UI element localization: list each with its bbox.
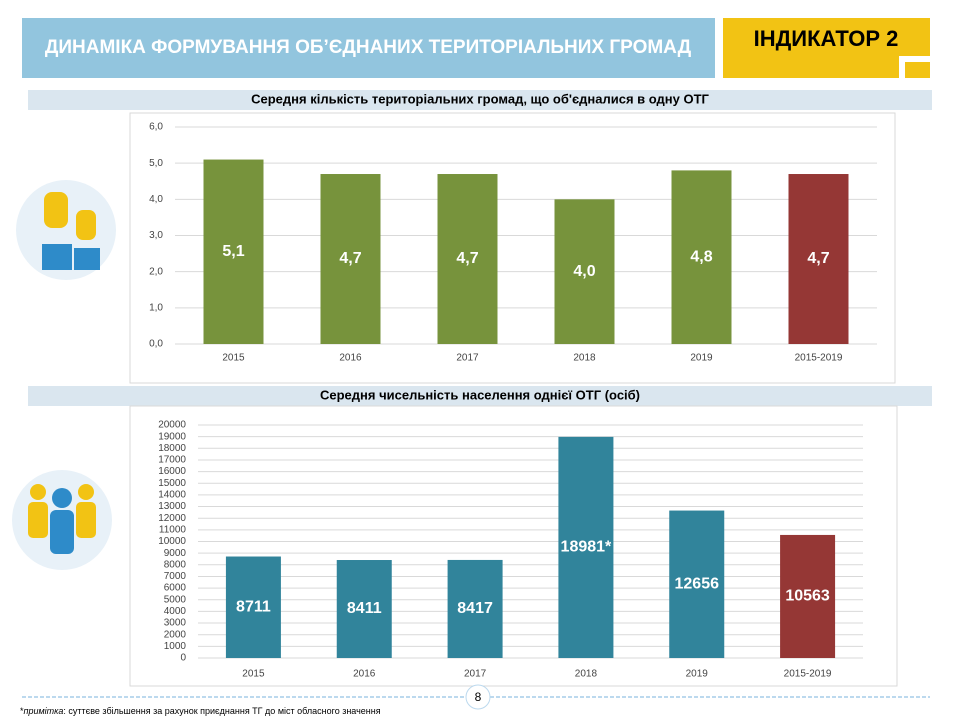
bar [788, 174, 849, 344]
data-label: 4,0 [573, 263, 595, 280]
y-tick-label: 0 [180, 653, 186, 664]
x-tick-label: 2015-2019 [795, 353, 843, 364]
x-tick-label: 2016 [339, 353, 362, 364]
indicator-box [723, 18, 930, 78]
y-tick-label: 18000 [158, 443, 186, 454]
data-label: 4,7 [456, 250, 478, 267]
bar [320, 174, 381, 344]
x-tick-label: 2018 [573, 353, 596, 364]
y-tick-label: 20000 [158, 420, 186, 431]
y-tick-label: 6000 [164, 583, 187, 594]
data-label: 10563 [785, 588, 830, 605]
data-label: 4,7 [807, 250, 829, 267]
y-tick-label: 9000 [164, 548, 187, 559]
y-tick-label: 5,0 [149, 158, 163, 169]
y-tick-label: 3,0 [149, 230, 163, 241]
x-tick-label: 2018 [575, 669, 598, 680]
x-tick-label: 2015 [222, 353, 245, 364]
data-label: 18981* [561, 539, 612, 556]
bar [671, 170, 732, 344]
bar [554, 199, 615, 344]
x-tick-label: 2015 [242, 669, 265, 680]
note-mark: * [20, 706, 24, 716]
y-tick-label: 17000 [158, 455, 186, 466]
x-tick-label: 2017 [464, 669, 487, 680]
page-number: 8 [475, 690, 482, 704]
bar [437, 174, 498, 344]
y-tick-label: 6,0 [149, 122, 163, 133]
y-tick-label: 7000 [164, 571, 187, 582]
data-label: 5,1 [222, 243, 244, 260]
y-tick-label: 19000 [158, 431, 186, 442]
x-tick-label: 2017 [456, 353, 479, 364]
y-tick-label: 2,0 [149, 266, 163, 277]
y-tick-label: 14000 [158, 490, 186, 501]
bar [780, 534, 836, 658]
y-tick-label: 5000 [164, 594, 187, 605]
bar [225, 556, 281, 658]
page-badge [465, 684, 491, 710]
note-text: : суттєве збільшення за рахунок приєднан… [63, 706, 380, 716]
note-emphasis: примітка [24, 706, 64, 716]
data-label: 4,8 [690, 248, 712, 265]
bar [203, 159, 264, 344]
header-bar [22, 18, 715, 78]
y-tick-label: 2000 [164, 629, 187, 640]
y-tick-label: 1000 [164, 641, 187, 652]
chart-title-strip [28, 386, 932, 406]
bar [669, 510, 725, 658]
y-tick-label: 13000 [158, 501, 186, 512]
y-tick-label: 12000 [158, 513, 186, 524]
bar [558, 436, 614, 658]
x-tick-label: 2016 [353, 669, 376, 680]
footnote: *примітка: суттєве збільшення за рахунок… [20, 706, 381, 716]
header-title: ДИНАМІКА ФОРМУВАННЯ ОБ’ЄДНАНИХ ТЕРИТОРІА… [45, 37, 692, 58]
y-tick-label: 16000 [158, 466, 186, 477]
data-label: 8417 [457, 600, 493, 617]
chart-title: Середня кількість територіальних громад,… [251, 91, 709, 106]
indicator-corner [899, 56, 930, 78]
bar [336, 560, 392, 658]
y-tick-label: 10000 [158, 536, 186, 547]
y-tick-label: 4,0 [149, 194, 163, 205]
icon-hands [16, 180, 116, 280]
y-tick-label: 0,0 [149, 339, 163, 350]
data-label: 8711 [236, 598, 271, 615]
y-tick-label: 1,0 [149, 302, 163, 313]
bar [447, 559, 503, 658]
y-tick-label: 15000 [158, 478, 186, 489]
icon-people [12, 470, 112, 570]
y-tick-label: 3000 [164, 618, 187, 629]
x-tick-label: 2015-2019 [784, 669, 832, 680]
x-tick-label: 2019 [690, 353, 713, 364]
y-tick-label: 8000 [164, 559, 187, 570]
y-tick-label: 11000 [159, 524, 187, 535]
data-label: 4,7 [339, 250, 361, 267]
data-label: 12656 [675, 575, 720, 592]
y-tick-label: 4000 [164, 606, 187, 617]
chart-title: Середня чисельність населення однієї ОТГ… [320, 387, 640, 402]
x-tick-label: 2019 [686, 669, 709, 680]
indicator-label: ІНДИКАТОР 2 [754, 26, 899, 51]
data-label: 8411 [347, 600, 382, 617]
chart-title-strip [28, 90, 932, 110]
